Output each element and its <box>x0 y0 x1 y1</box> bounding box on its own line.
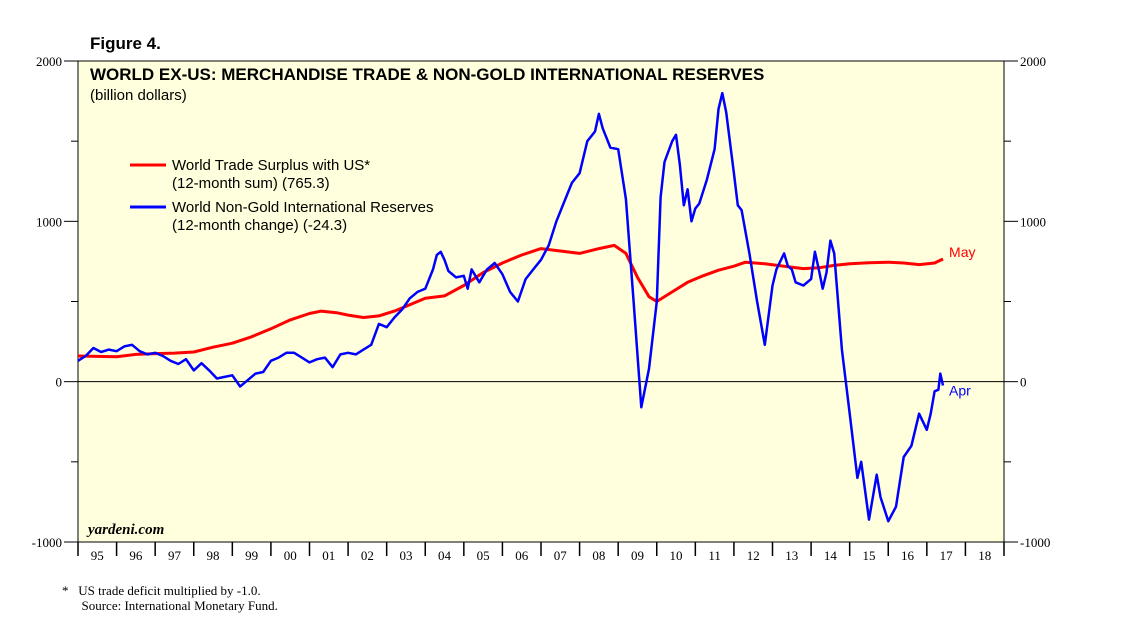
y-tick-label-left: 1000 <box>36 214 62 229</box>
x-tick-label: 99 <box>245 548 258 563</box>
x-tick-label: 18 <box>978 548 991 563</box>
x-tick-label: 07 <box>554 548 568 563</box>
figure-label: Figure 4. <box>90 34 161 53</box>
x-tick-label: 06 <box>515 548 529 563</box>
x-tick-label: 05 <box>477 548 490 563</box>
y-tick-label-right: 1000 <box>1020 214 1046 229</box>
x-tick-label: 13 <box>785 548 798 563</box>
chart-subtitle: (billion dollars) <box>90 87 187 104</box>
reserves-end-label: Apr <box>949 383 971 399</box>
x-tick-label: 12 <box>747 548 760 563</box>
x-tick-label: 96 <box>129 548 143 563</box>
chart-title: WORLD EX-US: MERCHANDISE TRADE & NON-GOL… <box>90 65 764 84</box>
y-tick-label-right: 2000 <box>1020 54 1046 69</box>
watermark: yardeni.com <box>86 522 164 538</box>
x-tick-label: 97 <box>168 548 182 563</box>
y-tick-label-right: 0 <box>1020 375 1027 390</box>
reserves-line <box>77 91 945 523</box>
x-tick-label: 09 <box>631 548 644 563</box>
x-tick-label: 02 <box>361 548 374 563</box>
legend-label: World Trade Surplus with US* <box>172 157 370 174</box>
series-layer <box>77 91 945 523</box>
x-tick-label: 14 <box>824 548 838 563</box>
legend-sublabel: (12-month change) (-24.3) <box>172 217 347 234</box>
x-tick-label: 04 <box>438 548 452 563</box>
x-tick-label: 95 <box>91 548 104 563</box>
x-tick-label: 01 <box>322 548 335 563</box>
x-tick-label: 00 <box>284 548 297 563</box>
y-tick-label-left: -1000 <box>32 535 62 550</box>
legend-sublabel: (12-month sum) (765.3) <box>172 175 330 192</box>
x-tick-label: 98 <box>207 548 220 563</box>
axes <box>64 60 1018 556</box>
x-tick-label: 15 <box>862 548 875 563</box>
x-tick-label: 17 <box>940 548 954 563</box>
trade-surplus-end-label: May <box>949 244 975 260</box>
y-tick-label-right: -1000 <box>1020 535 1050 550</box>
trade-surplus-line <box>77 243 944 359</box>
x-tick-label: 03 <box>399 548 412 563</box>
y-tick-label-left: 2000 <box>36 54 62 69</box>
footnote-source: Source: International Monetary Fund. <box>62 598 278 613</box>
legend-label: World Non-Gold International Reserves <box>172 199 434 216</box>
x-tick-label: 16 <box>901 548 915 563</box>
y-tick-label-left: 0 <box>56 375 63 390</box>
x-tick-label: 08 <box>592 548 605 563</box>
x-tick-label: 11 <box>708 548 721 563</box>
plot-background <box>77 60 1005 543</box>
x-tick-label: 10 <box>670 548 683 563</box>
footnotes: * US trade deficit multiplied by -1.0. S… <box>62 583 278 613</box>
footnote-note: * US trade deficit multiplied by -1.0. <box>62 583 261 598</box>
